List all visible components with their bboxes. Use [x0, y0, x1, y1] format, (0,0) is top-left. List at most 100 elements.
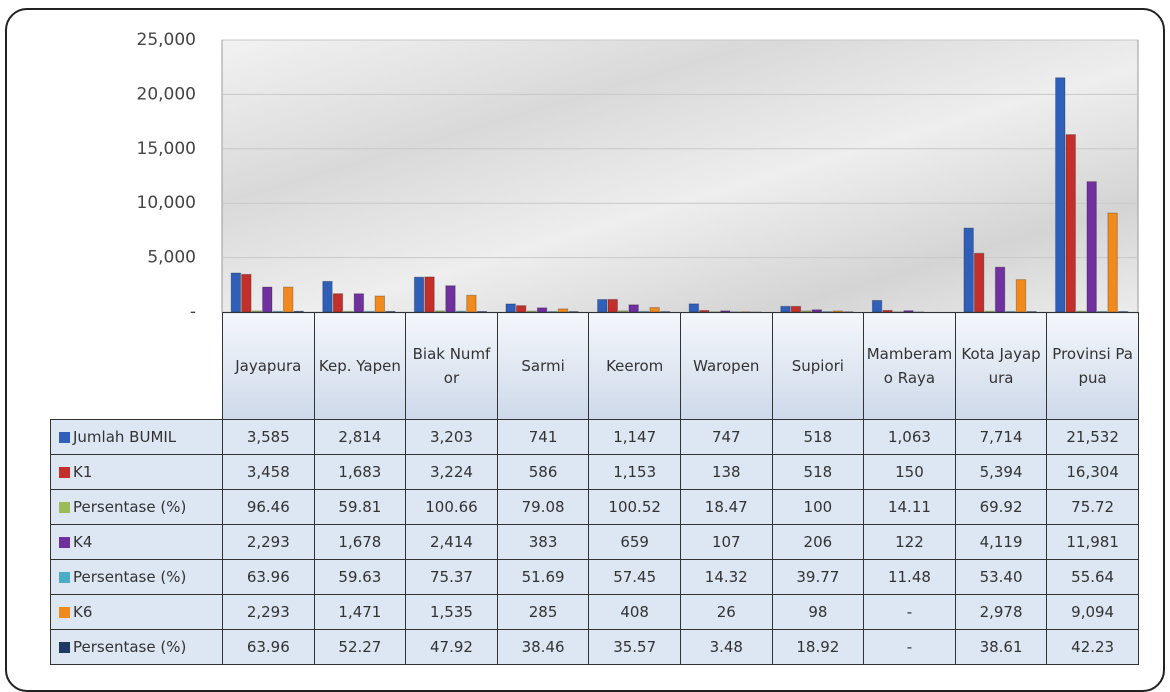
- table-value: 96.46: [223, 490, 315, 525]
- blank-cell: [51, 313, 223, 420]
- table-value: 63.96: [223, 630, 315, 665]
- table-value: 11.48: [864, 560, 956, 595]
- bar: [242, 274, 251, 312]
- bar: [629, 305, 638, 312]
- table-value: 586: [497, 455, 589, 490]
- bar: [689, 304, 698, 312]
- table-value: 47.92: [406, 630, 498, 665]
- table-value: -: [864, 630, 956, 665]
- legend-key: [59, 607, 70, 618]
- bar: [506, 304, 515, 312]
- table-value: 57.45: [589, 560, 681, 595]
- x-tick-label: Supiori: [772, 313, 864, 420]
- x-tick-label: Waropen: [680, 313, 772, 420]
- table-value: 75.37: [406, 560, 498, 595]
- bar: [284, 287, 293, 312]
- table-value: 3,585: [223, 420, 315, 455]
- legend-key: [59, 432, 70, 443]
- table-value: 100.66: [406, 490, 498, 525]
- x-tick-label: Kep. Yapen: [314, 313, 406, 420]
- table-value: 55.64: [1047, 560, 1139, 595]
- bar: [872, 300, 881, 312]
- table-value: 122: [864, 525, 956, 560]
- legend-key: [59, 502, 70, 513]
- table-value: 1,535: [406, 595, 498, 630]
- table-value: 11,981: [1047, 525, 1139, 560]
- table-value: 1,153: [589, 455, 681, 490]
- legend-label: K6: [73, 603, 92, 621]
- table-value: 18.47: [680, 490, 772, 525]
- bar: [1087, 182, 1096, 312]
- table-value: 1,471: [314, 595, 406, 630]
- table-value: 3,224: [406, 455, 498, 490]
- table-value: 138: [680, 455, 772, 490]
- x-tick-label: Mamberamo Raya: [864, 313, 956, 420]
- y-tick-label: 20,000: [137, 84, 196, 104]
- table-value: 1,147: [589, 420, 681, 455]
- table-value: 100: [772, 490, 864, 525]
- table-value: 3,458: [223, 455, 315, 490]
- legend-key: [59, 537, 70, 548]
- table-value: 518: [772, 420, 864, 455]
- bar: [467, 295, 476, 312]
- table-value: -: [864, 595, 956, 630]
- table-value: 3.48: [680, 630, 772, 665]
- table-value: 2,978: [955, 595, 1047, 630]
- table-value: 1,678: [314, 525, 406, 560]
- bar: [333, 294, 342, 312]
- table-value: 38.46: [497, 630, 589, 665]
- table-value: 741: [497, 420, 589, 455]
- table-value: 42.23: [1047, 630, 1139, 665]
- bar: [231, 273, 240, 312]
- y-tick-label: 25,000: [137, 30, 196, 50]
- table-value: 21,532: [1047, 420, 1139, 455]
- table-value: 1,063: [864, 420, 956, 455]
- x-tick-label: Keerom: [589, 313, 681, 420]
- bar: [323, 281, 332, 312]
- bar: [1016, 280, 1025, 312]
- table-value: 2,293: [223, 595, 315, 630]
- table-value: 2,293: [223, 525, 315, 560]
- bar: [414, 277, 423, 312]
- legend-key: [59, 642, 70, 653]
- table-value: 150: [864, 455, 956, 490]
- x-tick-label: Provinsi Papua: [1047, 313, 1139, 420]
- table-value: 5,394: [955, 455, 1047, 490]
- table-value: 75.72: [1047, 490, 1139, 525]
- table-value: 51.69: [497, 560, 589, 595]
- bar: [608, 299, 617, 312]
- table-value: 285: [497, 595, 589, 630]
- y-tick-label: 15,000: [137, 139, 196, 159]
- table-value: 35.57: [589, 630, 681, 665]
- table-value: 59.81: [314, 490, 406, 525]
- y-tick-label: 10,000: [137, 193, 196, 213]
- bar: [1056, 78, 1065, 312]
- x-tick-label: Sarmi: [497, 313, 589, 420]
- table-value: 1,683: [314, 455, 406, 490]
- legend-entry: K1: [51, 455, 223, 490]
- table-value: 63.96: [223, 560, 315, 595]
- y-tick-label: 5,000: [147, 248, 196, 268]
- table-value: 14.11: [864, 490, 956, 525]
- table-value: 518: [772, 455, 864, 490]
- table-value: 14.32: [680, 560, 772, 595]
- table-value: 38.61: [955, 630, 1047, 665]
- bar: [263, 287, 272, 312]
- x-tick-label: Jayapura: [223, 313, 315, 420]
- x-tick-label: Kota Jayapura: [955, 313, 1047, 420]
- table-value: 107: [680, 525, 772, 560]
- bar: [964, 228, 973, 312]
- table-value: 59.63: [314, 560, 406, 595]
- table-value: 4,119: [955, 525, 1047, 560]
- table-value: 9,094: [1047, 595, 1139, 630]
- bar: [1066, 135, 1075, 312]
- x-tick-label: Biak Numfor: [406, 313, 498, 420]
- legend-label: K1: [73, 463, 92, 481]
